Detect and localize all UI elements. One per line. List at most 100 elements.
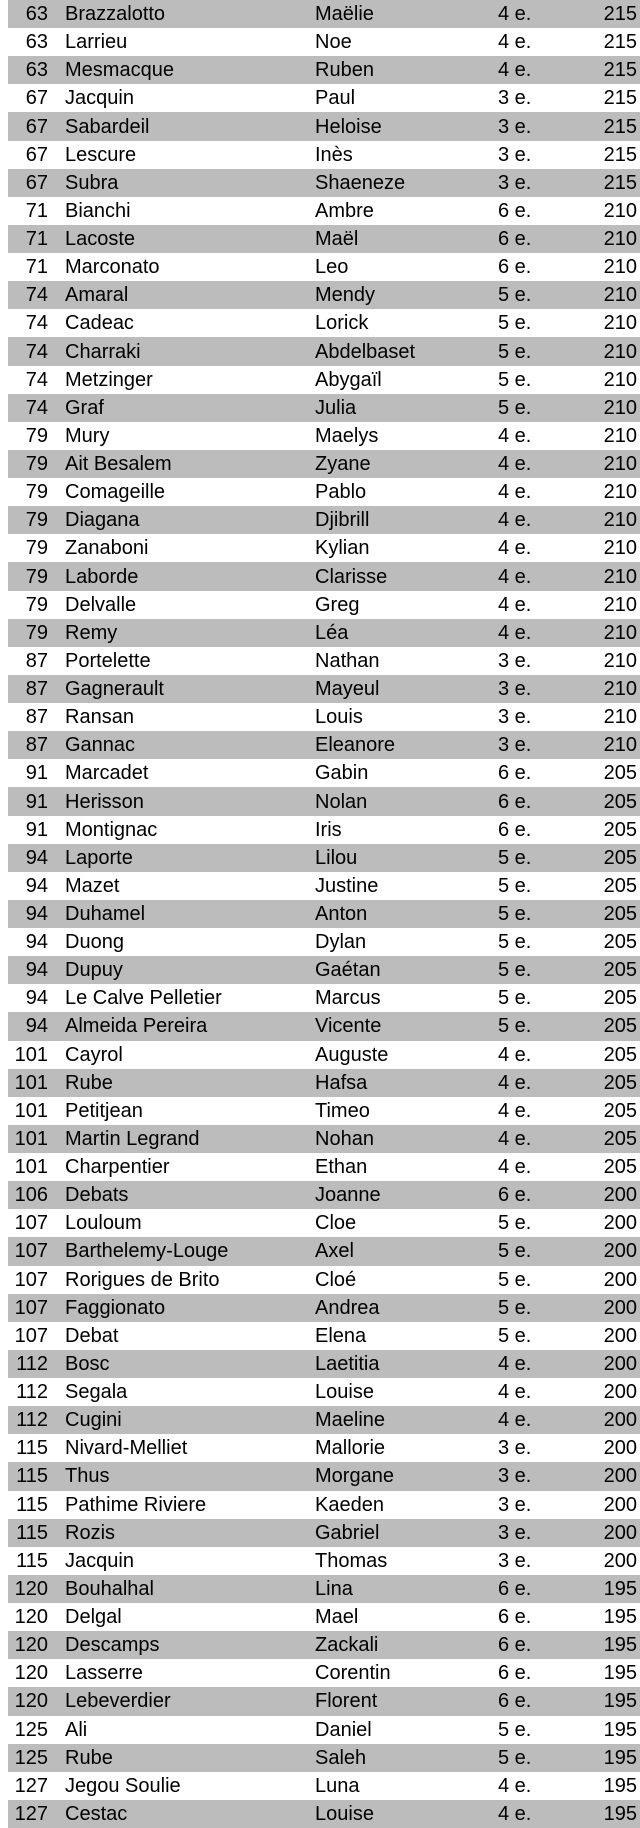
last-name-cell: Delgal: [65, 1607, 122, 1628]
table-row: 115 Rozis Gabriel 3 e. 200: [8, 1518, 640, 1547]
rank-cell: 74: [25, 369, 48, 390]
rank-cell: 101: [14, 1128, 48, 1149]
score-cell: 210: [603, 707, 637, 728]
first-name-cell: Nathan: [315, 650, 380, 671]
first-name-cell: Julia: [315, 397, 357, 418]
class-cell: 5 e.: [498, 1213, 532, 1234]
class-cell: 4 e.: [498, 1128, 532, 1149]
rank-cell: 120: [14, 1607, 48, 1628]
score-cell: 210: [603, 510, 637, 531]
first-name-cell: Lilou: [315, 847, 358, 868]
table-row: 63 Mesmacque Ruben 4 e. 215: [8, 56, 640, 85]
table-row: 74 Amaral Mendy 5 e. 210: [8, 281, 640, 310]
first-name-cell: Shaeneze: [315, 172, 406, 193]
last-name-cell: Le Calve Pelletier: [65, 988, 222, 1009]
score-cell: 210: [603, 313, 637, 334]
class-cell: 6 e.: [498, 1185, 532, 1206]
rank-cell: 79: [25, 425, 48, 446]
class-cell: 4 e.: [498, 1353, 532, 1374]
first-name-cell: Gabin: [315, 763, 369, 784]
score-cell: 205: [603, 763, 637, 784]
score-cell: 210: [603, 454, 637, 475]
score-cell: 195: [603, 1803, 637, 1824]
table-row: 87 Gagnerault Mayeul 3 e. 210: [8, 674, 640, 704]
rank-cell: 115: [16, 1550, 48, 1571]
rank-cell: 101: [14, 1157, 48, 1178]
score-cell: 200: [603, 1438, 637, 1459]
rank-cell: 79: [25, 594, 48, 615]
last-name-cell: Charraki: [65, 341, 141, 362]
first-name-cell: Maelys: [315, 425, 379, 446]
class-cell: 4 e.: [498, 1044, 532, 1065]
score-cell: 195: [603, 1663, 637, 1684]
score-cell: 215: [603, 4, 637, 25]
class-cell: 6 e.: [498, 1635, 532, 1656]
rank-cell: 94: [25, 903, 48, 924]
score-cell: 200: [603, 1213, 637, 1234]
score-cell: 195: [603, 1635, 637, 1656]
score-cell: 195: [603, 1578, 637, 1599]
score-cell: 205: [603, 847, 637, 868]
last-name-cell: Larrieu: [65, 32, 128, 53]
rank-cell: 127: [14, 1803, 48, 1824]
class-cell: 5 e.: [498, 341, 532, 362]
table-row: 94 Laporte Lilou 5 e. 205: [8, 843, 640, 872]
score-cell: 205: [603, 903, 637, 924]
class-cell: 4 e.: [498, 1100, 532, 1121]
table-row: 87 Portelette Nathan 3 e. 210: [8, 647, 640, 675]
score-cell: 205: [603, 960, 637, 981]
table-row: 91 Marcadet Gabin 6 e. 205: [8, 759, 640, 787]
rank-cell: 63: [25, 60, 48, 81]
last-name-cell: Descamps: [65, 1635, 160, 1656]
first-name-cell: Ethan: [315, 1157, 368, 1178]
first-name-cell: Laetitia: [315, 1353, 380, 1374]
table-row: 125 Rube Saleh 5 e. 195: [8, 1743, 640, 1772]
score-cell: 210: [603, 397, 637, 418]
table-row: 115 Pathime Riviere Kaeden 3 e. 200: [8, 1491, 640, 1519]
table-row: 127 Jegou Soulie Luna 4 e. 195: [8, 1772, 640, 1800]
first-name-cell: Axel: [315, 1241, 354, 1262]
class-cell: 4 e.: [498, 510, 532, 531]
class-cell: 4 e.: [498, 1775, 532, 1796]
rank-cell: 94: [25, 932, 48, 953]
last-name-cell: Duhamel: [65, 903, 146, 924]
last-name-cell: Rube: [65, 1747, 113, 1768]
rank-cell: 79: [25, 454, 48, 475]
first-name-cell: Kylian: [315, 538, 370, 559]
last-name-cell: Lebeverdier: [65, 1691, 171, 1712]
score-cell: 195: [603, 1747, 637, 1768]
first-name-cell: Saleh: [315, 1747, 367, 1768]
last-name-cell: Rorigues de Brito: [65, 1269, 220, 1290]
last-name-cell: Debats: [65, 1185, 129, 1206]
first-name-cell: Cloé: [315, 1269, 357, 1290]
class-cell: 6 e.: [498, 1607, 532, 1628]
score-cell: 195: [603, 1607, 637, 1628]
first-name-cell: Mendy: [315, 285, 376, 306]
table-row: 91 Herisson Nolan 6 e. 205: [8, 787, 640, 816]
last-name-cell: Bouhalhal: [65, 1578, 154, 1599]
last-name-cell: Ali: [65, 1719, 88, 1740]
score-cell: 205: [603, 1072, 637, 1093]
rank-cell: 63: [25, 4, 48, 25]
last-name-cell: Amaral: [65, 285, 129, 306]
rank-cell: 115: [16, 1494, 48, 1515]
table-row: 112 Cugini Maeline 4 e. 200: [8, 1406, 640, 1435]
first-name-cell: Zackali: [315, 1635, 379, 1656]
last-name-cell: Ait Besalem: [65, 454, 172, 475]
rank-cell: 87: [25, 650, 48, 671]
table-row: 107 Louloum Cloe 5 e. 200: [8, 1209, 640, 1237]
first-name-cell: Dylan: [315, 932, 367, 953]
class-cell: 4 e.: [498, 538, 532, 559]
first-name-cell: Abdelbaset: [315, 341, 416, 362]
first-name-cell: Gaétan: [315, 960, 381, 981]
first-name-cell: Luna: [315, 1775, 360, 1796]
last-name-cell: Gagnerault: [65, 679, 164, 699]
last-name-cell: Ransan: [65, 707, 134, 728]
table-row: 94 Le Calve Pelletier Marcus 5 e. 205: [8, 984, 640, 1012]
first-name-cell: Hafsa: [315, 1072, 368, 1093]
first-name-cell: Cloe: [315, 1213, 357, 1234]
score-cell: 210: [603, 341, 637, 362]
last-name-cell: Cayrol: [65, 1044, 123, 1065]
last-name-cell: Diagana: [65, 510, 140, 531]
table-row: 107 Faggionato Andrea 5 e. 200: [8, 1293, 640, 1322]
